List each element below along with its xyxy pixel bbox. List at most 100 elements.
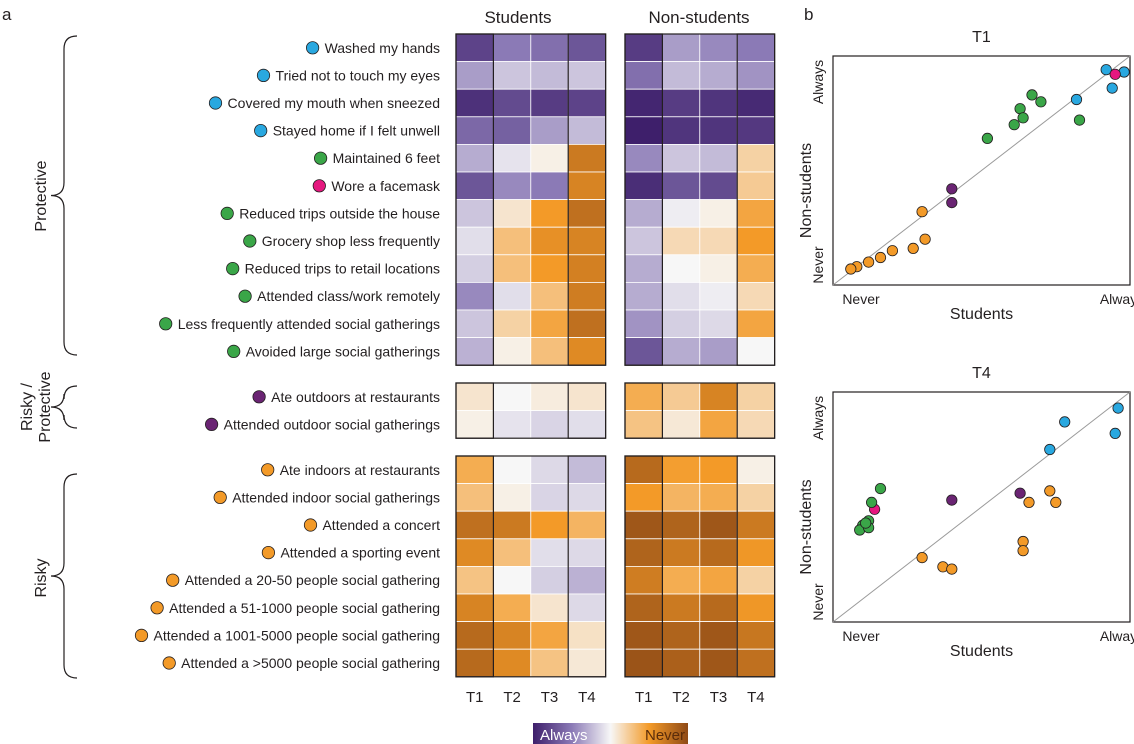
behavior-label: Ate indoors at restaurants [280, 462, 440, 478]
heatmap-cell [492, 143, 532, 173]
heatmap-cell [624, 510, 663, 540]
heatmap-cell [567, 171, 607, 201]
highlighted-column-frame [624, 455, 664, 678]
heatmap-cell [530, 593, 569, 623]
column-labels: T1 T2 T3 T4 T1 T2 T3 T4 [466, 689, 765, 706]
heatmap-cell [567, 143, 607, 173]
y-tick-high: Always [810, 60, 826, 104]
heatmap-cell [530, 143, 569, 173]
heatmap-cell [492, 455, 532, 485]
heatmap-cell [624, 199, 663, 228]
heatmap-cell [455, 621, 494, 650]
heatmap-cell [530, 382, 569, 412]
category-brace [50, 385, 78, 429]
heatmap-cell [492, 337, 532, 366]
scatter-point [1014, 487, 1026, 499]
heatmap-cell [492, 309, 532, 339]
heatmap-cell [624, 410, 663, 439]
heatmap-cell [736, 309, 776, 339]
behavior-dot [261, 545, 275, 560]
heatmap-cell [662, 143, 701, 173]
heatmap-cell [662, 621, 701, 650]
scatter-point [1073, 114, 1086, 126]
heatmap-cell [699, 61, 738, 90]
heatmap-cell [530, 226, 569, 256]
heatmap-cell [736, 621, 776, 650]
heatmap-cell [624, 254, 663, 283]
heatmap-cell [662, 337, 701, 366]
heatmap-cell [736, 648, 776, 678]
heatmap-cell [736, 455, 776, 485]
behavior-label: Attended a sporting event [280, 545, 440, 561]
scatter-point [874, 251, 887, 264]
scatter-point [919, 233, 931, 245]
scatter-title: T1 [972, 29, 991, 46]
column-label: T3 [541, 689, 559, 706]
heatmap-cell [699, 226, 738, 256]
behavior-label: Less frequently attended social gatherin… [178, 316, 440, 332]
behavior-dot [312, 179, 326, 193]
heatmap-cell [736, 382, 776, 412]
heatmap-cell [662, 254, 701, 283]
panel-label-b: b [804, 5, 813, 24]
category-brackets: Protective Risky /Protective Risky [19, 35, 78, 679]
heatmap-cell [736, 566, 776, 595]
heatmap-cell [567, 116, 607, 145]
behavior-label: Reduced trips to retail locations [245, 261, 440, 277]
heatmap-cell [530, 648, 569, 678]
scatter-panel-t4: T4 Never Always Students Never Always Non-stud… [798, 365, 1134, 660]
heatmap-cell [699, 455, 738, 485]
heatmap-cell [736, 88, 776, 118]
heatmap-cell [736, 593, 776, 623]
heatmap-cell [736, 510, 776, 540]
scatter-point [865, 496, 878, 508]
category-label: Risky /Protective [19, 371, 54, 442]
heatmap-cell [699, 337, 738, 366]
heatmap-cell [662, 116, 701, 145]
heatmap-cell [736, 410, 776, 439]
behavior-label: Covered my mouth when sneezed [228, 95, 440, 111]
heatmap-cell [624, 337, 663, 366]
column-label: T4 [578, 689, 596, 706]
heatmap-cell [530, 116, 569, 145]
heatmap-cell [736, 226, 776, 256]
heatmap-cell [567, 254, 607, 283]
heatmap-cell [699, 281, 738, 311]
behavior-label: Reduced trips outside the house [239, 205, 440, 221]
y-axis-label: Non-students [798, 479, 815, 574]
scatter-point [1044, 485, 1056, 497]
behavior-label: Washed my hands [325, 40, 440, 56]
heatmap-cell [624, 566, 663, 595]
category-brace [50, 473, 78, 679]
behavior-dot [226, 261, 240, 276]
heatmap-cell [662, 455, 701, 485]
scatter-point [1050, 496, 1062, 508]
highlighted-column-frame [736, 455, 776, 678]
heatmap-cell [455, 510, 494, 540]
color-bar-min-label: Always [540, 727, 588, 744]
highlighted-column-frame [455, 455, 495, 678]
heatmap-cell [624, 116, 663, 145]
heatmap-cell [736, 199, 776, 228]
heatmap-cell [492, 254, 532, 283]
scatter-point [946, 183, 958, 195]
behavior-dot [150, 601, 164, 615]
heatmap-cell [662, 199, 701, 228]
behavior-dot [166, 573, 180, 587]
heatmap-cell [567, 483, 607, 512]
scatter-point [1109, 427, 1121, 439]
heatmap-cell [736, 143, 776, 173]
heatmap-cell [736, 281, 776, 311]
heatmap-cell [662, 483, 701, 512]
behavior-dot [208, 96, 223, 110]
behavior-dot [220, 206, 234, 220]
heatmap-cell [699, 648, 738, 678]
heatmap-cell [662, 510, 701, 540]
heatmap-cell [624, 309, 663, 339]
heatmap-cell [736, 171, 776, 201]
heatmap-cell [624, 143, 663, 173]
scatter-point [1070, 93, 1083, 106]
heatmap-cell [530, 538, 569, 567]
heatmap-cell [567, 566, 607, 595]
